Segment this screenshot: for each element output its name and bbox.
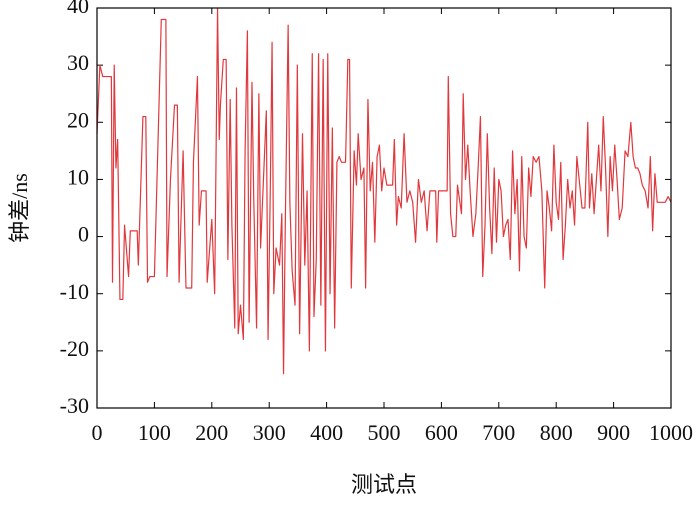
y-tick-label: -20 <box>60 336 89 361</box>
y-tick-label: 40 <box>67 0 89 18</box>
x-tick-label: 800 <box>540 420 573 445</box>
y-tick-label: -30 <box>60 393 89 418</box>
y-tick-label: 10 <box>67 164 89 189</box>
x-tick-label: 1000 <box>649 420 693 445</box>
x-tick-label: 500 <box>368 420 401 445</box>
y-tick-label: 0 <box>78 222 89 247</box>
x-tick-label: 100 <box>138 420 171 445</box>
x-tick-label: 0 <box>92 420 103 445</box>
y-tick-label: 30 <box>67 50 89 75</box>
data-line <box>96 7 672 375</box>
x-axis-label: 测试点 <box>351 472 417 497</box>
x-tick-label: 900 <box>597 420 630 445</box>
y-tick-label: 20 <box>67 107 89 132</box>
plot-frame <box>96 7 672 409</box>
y-axis-label: 钟差/ns <box>7 173 32 243</box>
y-tick-label: -10 <box>60 279 89 304</box>
x-tick-label: 200 <box>195 420 228 445</box>
x-tick-label: 700 <box>482 420 515 445</box>
x-tick-label: 400 <box>310 420 343 445</box>
x-tick-label: 600 <box>425 420 458 445</box>
x-tick-label: 300 <box>253 420 286 445</box>
